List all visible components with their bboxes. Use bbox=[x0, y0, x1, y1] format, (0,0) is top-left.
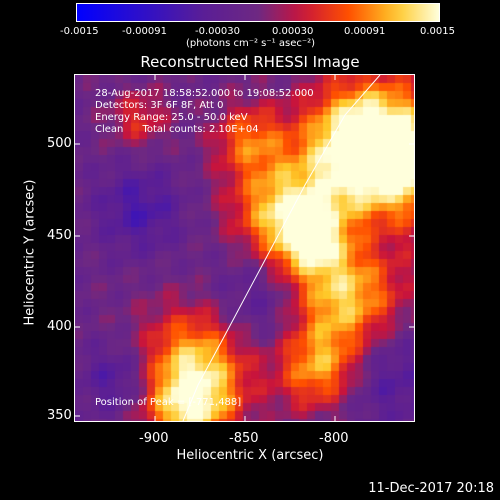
colorbar-tick-label: -0.0015 bbox=[60, 26, 99, 37]
y-tick-label: 500 bbox=[47, 136, 72, 151]
timestamp: 11-Dec-2017 20:18 bbox=[368, 481, 494, 496]
y-tick-label: 450 bbox=[47, 228, 72, 243]
detectors-text: Detectors: 3F 6F 8F, Att 0 bbox=[95, 100, 224, 111]
x-axis-label: Heliocentric X (arcsec) bbox=[176, 448, 324, 463]
colorbar-tick-label: -0.00091 bbox=[122, 26, 167, 37]
image-plot-area bbox=[74, 74, 415, 422]
x-tick-label: -800 bbox=[319, 431, 349, 446]
y-tick-label: 400 bbox=[47, 319, 72, 334]
y-tick-label: 350 bbox=[47, 408, 72, 423]
colorbar-tick-label: -0.00030 bbox=[195, 26, 240, 37]
rhessi-heatmap bbox=[75, 75, 414, 421]
limb-overlay bbox=[182, 75, 381, 421]
colorbar-unit-label: (photons cm⁻² s⁻¹ asec⁻²) bbox=[186, 38, 316, 49]
energy-range-text: Energy Range: 25.0 - 50.0 keV bbox=[95, 112, 248, 123]
peak-position-text: Position of Peak = [-771,488] bbox=[95, 397, 242, 408]
time-range-text: 28-Aug-2017 18:58:52.000 to 19:08:52.000 bbox=[95, 88, 314, 99]
colorbar-tick-label: 0.00030 bbox=[272, 26, 314, 37]
x-tick-label: -900 bbox=[139, 431, 169, 446]
clean-counts-text: Clean Total counts: 2.10E+04 bbox=[95, 124, 259, 135]
solar-limb-line bbox=[182, 75, 381, 421]
x-tick-label: -850 bbox=[229, 431, 259, 446]
colorbar-tick-label: 0.0015 bbox=[420, 26, 455, 37]
colorbar bbox=[76, 3, 440, 22]
colorbar-tick-label: 0.00091 bbox=[344, 26, 386, 37]
plot-title: Reconstructed RHESSI Image bbox=[140, 53, 360, 71]
